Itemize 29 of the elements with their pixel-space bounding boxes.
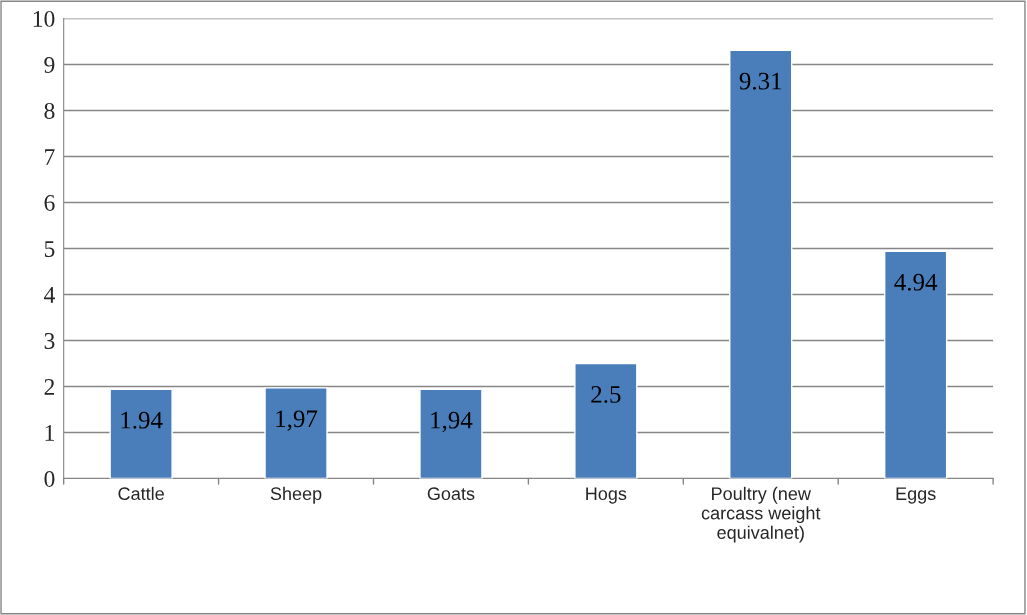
x-tick-label: Hogs — [586, 487, 627, 504]
y-tick-label: 9 — [44, 57, 55, 73]
bar — [883, 250, 948, 479]
x-tick-label: Sheep — [270, 486, 322, 504]
data-label: 1,97 — [276, 410, 318, 431]
bar — [729, 49, 793, 479]
y-tick-label: 6 — [44, 195, 55, 211]
data-label: 2.5 — [591, 386, 621, 403]
y-tick-label: 1 — [45, 425, 54, 441]
y-tick-label: 10 — [33, 10, 55, 27]
y-tick-label: 5 — [44, 241, 55, 257]
bar — [264, 387, 328, 479]
y-tick-label: 7 — [45, 149, 55, 165]
bar — [109, 388, 173, 479]
x-tick-label: Poultry (new carcass weight equivalnet) — [701, 486, 821, 543]
bar — [574, 362, 638, 479]
y-tick-label: 0 — [44, 470, 55, 487]
y-tick-label: 2 — [44, 379, 55, 395]
x-tick-label: Eggs — [896, 487, 936, 504]
y-tick-label: 8 — [44, 102, 55, 119]
x-tick-label: Goats — [427, 487, 475, 501]
x-tick-label: Cattle — [118, 486, 164, 501]
bar — [419, 388, 483, 479]
data-label: 1.94 — [121, 411, 163, 429]
data-label: 1,94 — [431, 411, 473, 433]
data-label: 4.94 — [894, 273, 938, 291]
data-label: 9.31 — [739, 72, 782, 90]
y-tick-label: 3 — [44, 333, 55, 349]
y-tick-label: 4 — [44, 287, 55, 303]
